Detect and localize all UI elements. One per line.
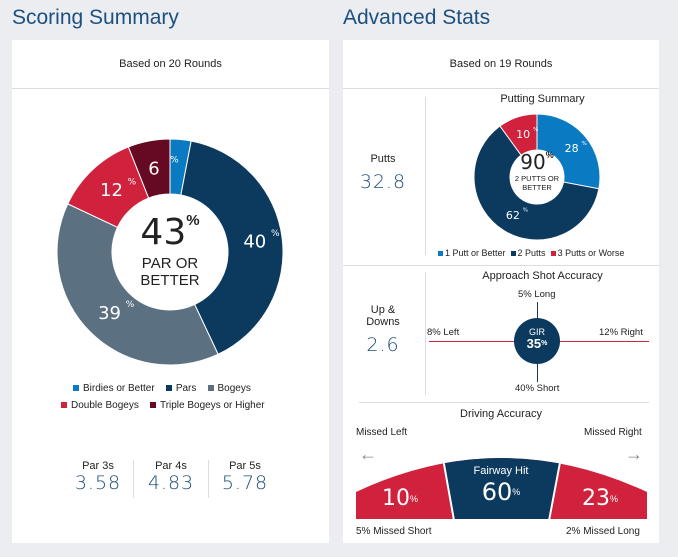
putting-center: 90% 2 PUTTS OR BETTER: [507, 150, 567, 192]
par4-average: Par 4s 4.83: [147, 460, 195, 494]
advanced-based-on: Based on 19 Rounds: [449, 58, 553, 70]
divider: [343, 88, 659, 89]
legend-birdies: Birdies or Better: [73, 383, 155, 394]
scoring-based-on: Based on 20 Rounds: [119, 58, 222, 70]
legend-pars: Pars: [165, 383, 196, 394]
scoring-donut: 40 % 39 % 12 % 6%: [56, 138, 284, 366]
fairway-hit-label: Fairway Hit: [473, 465, 529, 477]
legend-double-bogeys: Double Bogeys: [61, 400, 139, 411]
missed-short: 5% Missed Short: [356, 526, 432, 537]
donut-label: 6: [148, 158, 159, 179]
divider: [425, 97, 426, 255]
donut-label: 39: [98, 303, 121, 324]
missed-right-value: 23%: [581, 486, 618, 511]
advanced-card: Based on 19 Rounds Putts 32.8 Putting Sum…: [343, 40, 659, 543]
donut-label: 40: [243, 232, 266, 253]
divider: [12, 88, 329, 89]
donut-label: 28: [565, 142, 579, 155]
missed-long: 2% Missed Long: [566, 526, 640, 537]
driving-fan: [356, 458, 647, 519]
donut-segment-1-putt-or-better: [536, 113, 601, 190]
percent-sign: %: [186, 212, 200, 229]
divider: [343, 265, 659, 266]
legend-row-2: Double Bogeys Triple Bogeys or Higher: [61, 400, 265, 411]
scoring-summary-title: Scoring Summary: [12, 6, 179, 29]
up-downs-stat: Up & Downs 2.6: [366, 304, 400, 356]
divider: [208, 460, 209, 498]
putting-summary-title: Putting Summary: [500, 93, 585, 105]
par5-average: Par 5s 5.78: [221, 460, 269, 494]
donut-label-percent: %: [523, 208, 528, 214]
divider: [133, 460, 134, 498]
donut-label-percent: %: [271, 229, 280, 239]
donut-label-percent: %: [126, 300, 135, 310]
donut-segment-pars: [180, 140, 284, 355]
approach-right: 12% Right: [599, 327, 643, 338]
putting-center-label-1: 2 PUTTS OR: [514, 174, 560, 183]
gir-value: 35: [526, 336, 542, 351]
divider: [359, 402, 649, 403]
donut-label-percent: %: [128, 177, 137, 187]
donut-segment-2-putts: [473, 125, 600, 241]
scoring-card: Based on 20 Rounds 40% 39% 12% 6% 43% PAR O…: [12, 40, 329, 543]
putting-legend: 1 Putt or Better 2 Putts 3 Putts or Wors…: [438, 248, 624, 258]
missed-left-value: 10%: [381, 486, 418, 511]
approach-long: 5% Long: [518, 289, 556, 300]
donut-segment-bogeys: [56, 203, 219, 366]
gir-circle: GIR 35%: [514, 318, 560, 364]
arrow-left-icon: ←: [359, 444, 377, 464]
par-or-better-value: 43: [140, 212, 187, 253]
putting-donut: 28 %62 %10%: [473, 113, 601, 241]
gir-label: GIR: [528, 327, 545, 337]
donut-label-percent: %: [170, 156, 179, 166]
putts-stat: Putts 32.8: [359, 153, 407, 193]
putting-center-value: 90: [520, 150, 546, 174]
donut-center: 43% PAR OR BETTER: [120, 212, 220, 289]
donut-label: 12: [100, 180, 123, 201]
legend-row-1: Birdies or Better Pars Bogeys: [73, 383, 251, 394]
arrow-right-icon: →: [625, 444, 643, 464]
driving-title: Driving Accuracy: [460, 408, 542, 420]
legend-bogeys: Bogeys: [207, 383, 251, 394]
donut-label-percent: %: [533, 127, 538, 133]
donut-label: 10: [516, 128, 530, 141]
advanced-stats-title: Advanced Stats: [343, 6, 491, 29]
donut-label-percent: %: [582, 141, 587, 147]
center-label-2: BETTER: [140, 272, 200, 289]
fairway-hit: Fairway Hit 60%: [456, 465, 546, 510]
approach-left: 8% Left: [427, 327, 460, 338]
par3-average: Par 3s 3.58: [74, 460, 122, 494]
center-label-1: PAR OR: [141, 255, 199, 272]
putting-center-label-2: BETTER: [522, 183, 552, 192]
legend-triple-bogeys: Triple Bogeys or Higher: [149, 400, 265, 411]
approach-short: 40% Short: [515, 383, 560, 394]
approach-title: Approach Shot Accuracy: [482, 270, 603, 282]
missed-right-label: Missed Right: [584, 427, 642, 438]
donut-segment-triple-bogeys-or-higher: [127, 138, 171, 199]
donut-segment-3-putts-or-worse: [499, 113, 538, 156]
donut-label: 62: [506, 209, 520, 222]
divider: [425, 272, 426, 395]
fairway-hit-value: 60: [481, 478, 513, 506]
missed-left-label: Missed Left: [356, 427, 408, 438]
